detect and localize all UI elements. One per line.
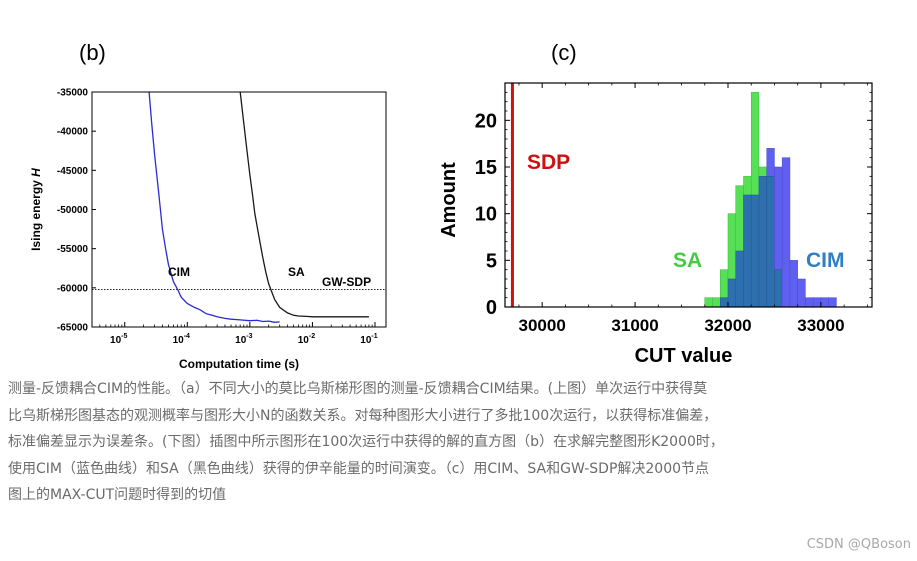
x-tick-label: 30000 <box>519 316 566 335</box>
x-tick-label: 10-5 <box>110 333 127 346</box>
overlap-bar <box>720 297 729 308</box>
plot-frame-c <box>504 82 873 308</box>
cim-bar <box>805 297 814 308</box>
y-tick-label: 15 <box>475 157 497 179</box>
plot-frame-b <box>91 91 387 328</box>
y-tick-label: -65000 <box>57 323 89 334</box>
overlap-bar <box>774 269 783 308</box>
watermark: CSDN @QBoson <box>806 537 911 552</box>
sa-bar <box>750 92 760 196</box>
y-tick-label: 10 <box>475 204 497 226</box>
y-tick-label: 5 <box>486 250 497 272</box>
cim-bar <box>812 297 822 308</box>
sa-bar <box>712 297 721 308</box>
sa-curve <box>239 92 369 318</box>
overlap-bar <box>758 176 767 308</box>
sa-bar <box>704 297 713 308</box>
sa-bar <box>758 166 767 177</box>
overlap-bar <box>727 278 736 308</box>
x-tick-label: 31000 <box>611 316 658 335</box>
x-axis-label: CUT value <box>635 345 733 367</box>
caption-line: 测量-反馈耦合CIM的性能。（a）不同大小的莫比乌斯梯形图的测量-反馈耦合CIM… <box>8 381 708 397</box>
cim-bar <box>766 148 775 177</box>
x-tick-label: 33000 <box>797 316 844 335</box>
y-tick-label: -60000 <box>57 283 89 294</box>
cim-bar <box>789 260 798 308</box>
y-tick-label: -35000 <box>57 88 89 99</box>
annotation-sa: SA <box>288 265 305 279</box>
cim-curve <box>148 92 280 323</box>
overlap-bar <box>743 194 752 308</box>
overlap-bar <box>735 250 744 308</box>
cim-bar <box>781 157 791 308</box>
cim-bar <box>797 278 806 308</box>
x-tick-label: 10-4 <box>173 333 190 346</box>
cim-bar <box>828 297 837 308</box>
x-tick-label: 10-3 <box>235 333 252 346</box>
caption-line: 标准偏差显示为误差条。(下图）插图中所示图形在100次运行中获得的解的直方图（b… <box>8 434 724 450</box>
sa-bar <box>735 185 744 252</box>
y-tick-label: 0 <box>486 297 497 319</box>
caption-line: 图上的MAX-CUT问题时得到的切值 <box>8 487 227 503</box>
sa-bar <box>743 176 752 196</box>
figure-caption: 测量-反馈耦合CIM的性能。（a）不同大小的莫比乌斯梯形图的测量-反馈耦合CIM… <box>8 376 908 509</box>
overlap-bar <box>750 194 760 308</box>
overlap-bar <box>766 176 775 308</box>
y-tick-label: -55000 <box>57 244 89 255</box>
y-tick-label: 20 <box>475 110 497 132</box>
x-axis-label: Computation time (s) <box>179 357 299 371</box>
annotation-gw-sdp: GW-SDP <box>322 275 371 289</box>
caption-line: 使用CIM（蓝色曲线）和SA（黑色曲线）获得的伊辛能量的时间演变。（c）用CIM… <box>8 460 710 477</box>
x-tick-label: 10-2 <box>298 333 315 346</box>
annotation-cim: CIM <box>806 249 845 272</box>
sa-bar <box>720 269 729 298</box>
y-tick-label: -40000 <box>57 127 89 138</box>
annotation-sdp: SDP <box>527 151 570 174</box>
annotation-sa: SA <box>673 249 702 272</box>
annotation-cim: CIM <box>168 265 190 279</box>
x-tick-label: 10-1 <box>360 333 377 346</box>
sa-bar <box>727 213 736 280</box>
cim-bar <box>774 166 783 270</box>
panel-label: (c) <box>551 40 577 65</box>
x-tick-label: 32000 <box>704 316 751 335</box>
figure-canvas: (b) -35000 -40000 -45000 -50000 -55000 -60000 -… <box>29 40 873 371</box>
panel-label: (b) <box>79 40 106 65</box>
y-axis-label: Amount <box>438 162 460 238</box>
y-tick-label: -45000 <box>57 166 89 177</box>
caption-line: 比乌斯梯形图基态的观测概率与图形大小N的函数关系。对每种图形大小进行了多批100… <box>8 407 718 424</box>
y-axis-label: Ising energy H <box>29 168 43 251</box>
cim-bar <box>820 297 829 308</box>
y-tick-label: -50000 <box>57 205 89 216</box>
